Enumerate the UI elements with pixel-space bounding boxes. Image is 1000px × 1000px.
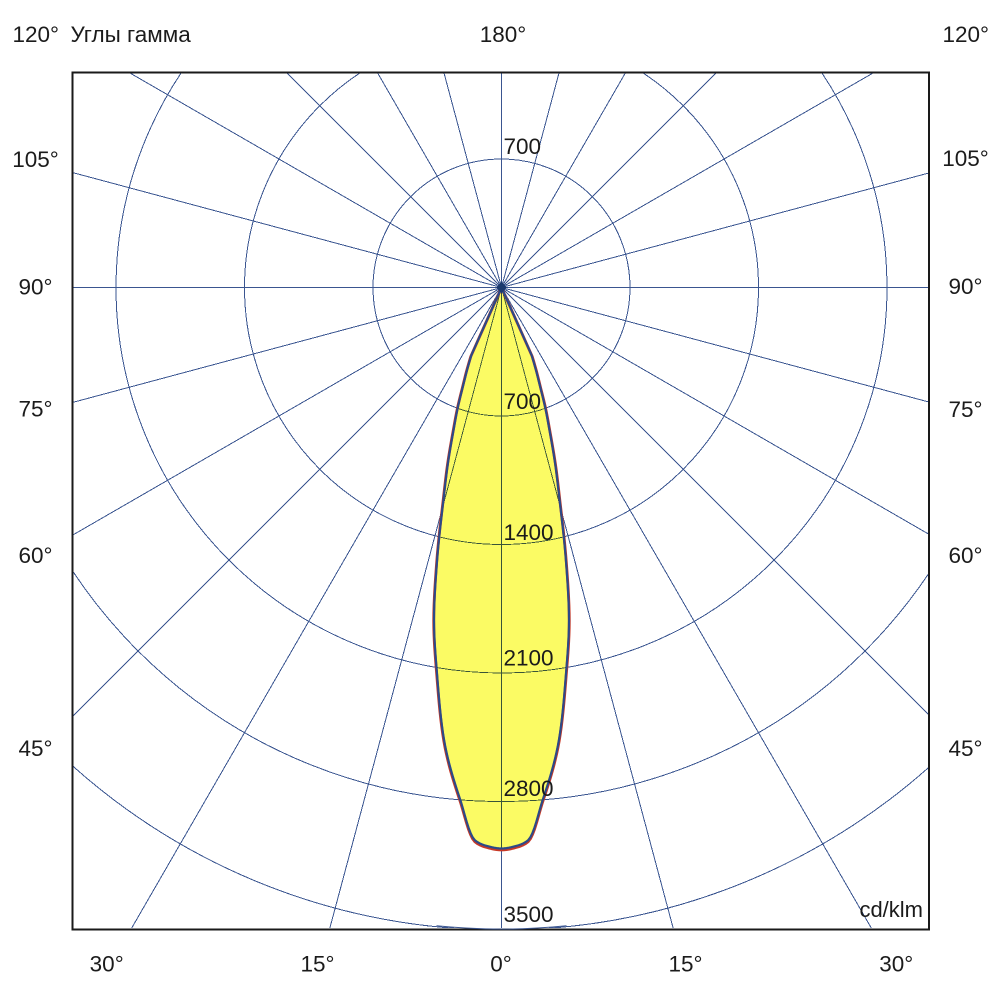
svg-text:60°: 60° — [18, 543, 52, 568]
svg-text:120°: 120° — [13, 22, 60, 47]
svg-text:90°: 90° — [948, 274, 982, 299]
svg-text:15°: 15° — [300, 952, 334, 977]
svg-text:180°: 180° — [480, 22, 527, 47]
svg-text:700: 700 — [504, 134, 542, 159]
svg-text:90°: 90° — [18, 275, 52, 300]
svg-text:75°: 75° — [18, 397, 52, 422]
svg-text:30°: 30° — [879, 952, 913, 977]
svg-text:105°: 105° — [12, 147, 59, 172]
svg-text:105°: 105° — [942, 146, 989, 171]
svg-text:1400: 1400 — [504, 520, 554, 545]
svg-text:60°: 60° — [948, 543, 982, 568]
svg-text:15°: 15° — [668, 952, 702, 977]
svg-text:120°: 120° — [942, 22, 989, 47]
svg-text:30°: 30° — [90, 952, 124, 977]
svg-text:2100: 2100 — [504, 646, 554, 671]
svg-text:0°: 0° — [490, 952, 512, 977]
svg-text:45°: 45° — [948, 736, 982, 761]
svg-text:2800: 2800 — [504, 776, 554, 801]
svg-text:cd/klm: cd/klm — [859, 897, 923, 922]
svg-text:75°: 75° — [948, 397, 982, 422]
svg-text:700: 700 — [504, 389, 542, 414]
svg-text:45°: 45° — [18, 736, 52, 761]
svg-text:3500: 3500 — [504, 902, 554, 927]
svg-text:Углы гамма: Углы гамма — [71, 22, 192, 47]
